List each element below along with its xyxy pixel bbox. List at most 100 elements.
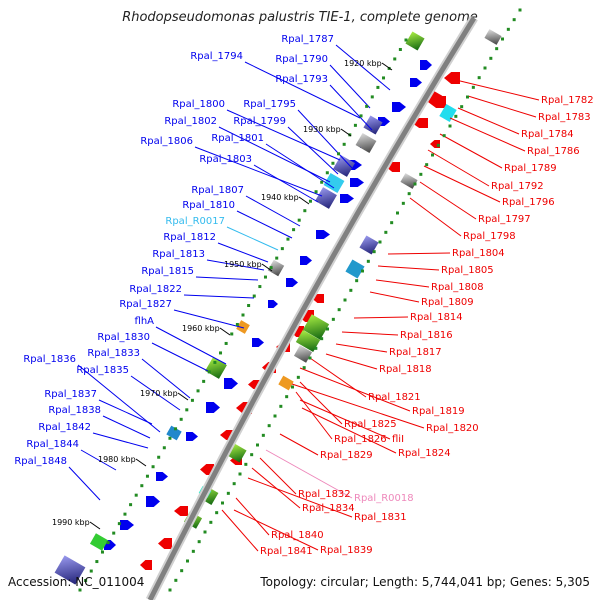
outer-tick-dot [235, 322, 239, 326]
inner-tick-dot [331, 317, 335, 321]
left-gene-label: flhA [135, 316, 155, 327]
inner-tick-dot [448, 124, 452, 128]
right-label-leader [457, 107, 520, 135]
inner-tick-dot [413, 182, 417, 186]
scale-mark-label: 1960 kbp [182, 324, 220, 333]
inner-tick-dot [191, 549, 195, 553]
inner-tick-dot [454, 114, 458, 118]
left-label-leader [217, 242, 269, 263]
right-gene-label: Rpal_1819 [412, 406, 465, 417]
right-gene-label: Rpal_1814 [410, 312, 463, 323]
right-label-leader [295, 391, 333, 440]
right-gene-label: Rpal_R0018 [354, 493, 414, 504]
inner-tick-dot [261, 433, 265, 437]
cog-gene-box [315, 187, 337, 209]
inner-tick-dot [267, 424, 271, 428]
left-label-leader [151, 342, 211, 373]
right-gene-label: Rpal_1792 [491, 181, 544, 192]
scale-mark-tick [381, 62, 393, 71]
forward-gene-arrow [350, 178, 364, 187]
cog-gene-box [323, 172, 345, 194]
outer-tick-dot [258, 285, 262, 289]
right-gene-label: Rpal_1839 [320, 545, 373, 556]
right-gene-label: Rpal_1831 [354, 512, 407, 523]
right-gene-label: Rpal_1789 [504, 163, 557, 174]
outer-tick-dot [303, 209, 307, 213]
forward-gene-arrow [268, 300, 278, 308]
right-gene-label: Rpal_1818 [379, 364, 432, 375]
outer-tick-dot [280, 247, 284, 251]
inner-tick-dot [489, 56, 493, 60]
cog-gene-box [267, 259, 285, 277]
outer-tick-dot [230, 332, 234, 336]
outer-tick-dot [263, 275, 267, 279]
right-label-leader [233, 509, 319, 551]
left-gene-label: Rpal_1837 [44, 389, 97, 400]
right-gene-label: Rpal_1829 [320, 450, 373, 461]
cog-gene-box [345, 259, 365, 279]
outer-tick-dot [117, 522, 121, 526]
right-label-leader [455, 79, 540, 101]
inner-tick-dot [232, 482, 236, 486]
outer-tick-dot [314, 190, 318, 194]
left-gene-label: Rpal_1810 [182, 200, 235, 211]
outer-tick-dot [123, 512, 127, 516]
left-label-leader [218, 126, 331, 183]
inner-tick-dot [320, 337, 324, 341]
outer-tick-dot [129, 503, 133, 507]
scale-layer: 1920 kbp 1930 kbp 1940 kbp 1950 kbp 1960 kbp… [52, 8, 522, 592]
cog-gene-box [400, 173, 418, 189]
right-label-leader [387, 252, 451, 255]
outer-tick-dot [269, 266, 273, 270]
cog-gene-box [484, 29, 502, 45]
right-label-leader [265, 449, 353, 499]
right-label-leader [301, 407, 397, 454]
outer-tick-dot [207, 370, 211, 374]
inner-tick-dot [442, 134, 446, 138]
outer-tick-dot [179, 417, 183, 421]
right-label-leader [259, 457, 297, 495]
left-gene-label: Rpal_1842 [38, 422, 91, 433]
left-gene-label: Rpal_1815 [141, 266, 194, 277]
outer-tick-dot [382, 76, 386, 80]
inner-tick-dot [326, 327, 329, 331]
left-gene-label: Rpal_1801 [211, 133, 264, 144]
scale-mark-tick [340, 128, 352, 137]
left-gene-label: Rpal_1800 [172, 99, 225, 110]
inner-tick-dot [384, 230, 388, 234]
right-gene-label: Rpal_1805 [441, 265, 494, 276]
left-label-leader [329, 84, 373, 131]
left-label-leader [265, 143, 335, 189]
right-gene-label: Rpal_1782 [541, 95, 594, 106]
outer-tick-dot [151, 465, 155, 469]
outer-tick-dot [331, 161, 335, 165]
forward-gene-arrow [300, 256, 312, 265]
outer-tick-dot [213, 360, 217, 364]
outer-tick-dot [162, 446, 166, 450]
inner-tick-dot [466, 95, 469, 99]
right-gene-label: Rpal_1808 [431, 282, 484, 293]
outer-tick-dot [185, 408, 189, 412]
outer-tick-dot [89, 569, 93, 573]
right-label-leader [235, 497, 270, 536]
left-label-leader [226, 109, 341, 161]
outer-tick-dot [297, 218, 301, 222]
right-gene-label: Rpal_1825 [344, 419, 397, 430]
left-gene-label: Rpal_1812 [163, 232, 216, 243]
cog-gene-box [359, 235, 379, 255]
outer-tick-dot [359, 114, 363, 118]
left-gene-label: Rpal_1848 [14, 456, 67, 467]
inner-tick-dot [436, 143, 440, 147]
inner-tick-dot [273, 414, 277, 418]
inner-tick-dot [419, 172, 423, 176]
left-label-leader [335, 44, 391, 91]
right-gene-label: Rpal_1816 [400, 330, 453, 341]
cog-gene-box [293, 345, 313, 363]
right-gene-label: Rpal_1826 [334, 434, 387, 445]
scale-mark-label: 1970 kbp [140, 389, 178, 398]
scale-mark-tick [261, 263, 273, 272]
scale-mark-tick [298, 196, 310, 205]
right-gene-label: Rpal_1824 [398, 448, 451, 459]
right-label-leader [335, 343, 388, 353]
scale-mark-label: 1940 kbp [261, 193, 299, 202]
